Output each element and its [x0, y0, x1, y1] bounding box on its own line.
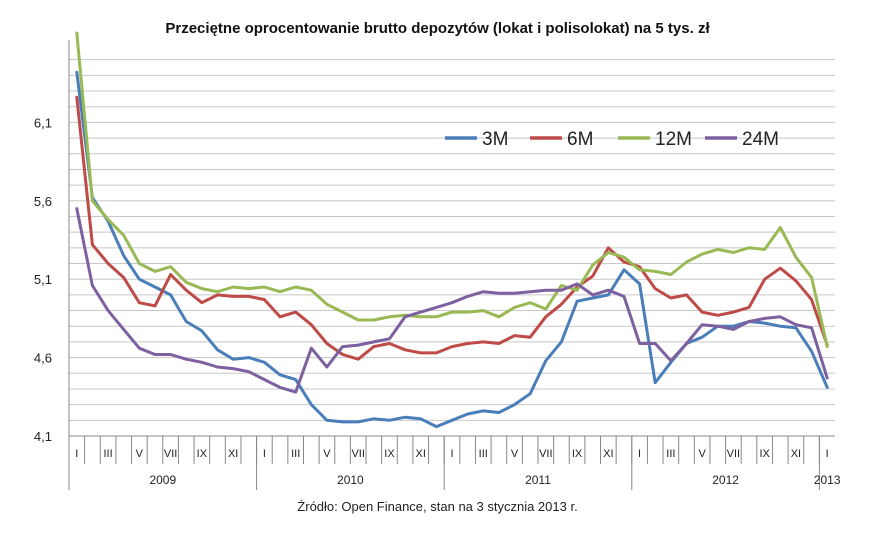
y-tick-label: 5,1 [34, 272, 52, 287]
series-line-6m [75, 95, 829, 361]
x-tick-label: VII [539, 448, 552, 460]
series-line-3m [75, 70, 829, 429]
legend: 3M 6M 12M 24M [445, 129, 779, 150]
x-tick-label: V [511, 448, 519, 460]
chart-source: Źródło: Open Finance, stan na 3 stycznia… [297, 499, 578, 514]
x-tick-label: VII [164, 448, 177, 460]
x-tick-label: I [263, 448, 266, 460]
y-tick-label: 6,1 [34, 115, 52, 130]
x-tick-label: V [323, 448, 331, 460]
x-tick-label: I [450, 448, 453, 460]
legend-label-6m: 6M [567, 129, 593, 150]
grid-lines [69, 59, 835, 421]
series-lines [75, 31, 829, 429]
series-line-24m [75, 207, 829, 394]
x-tick-label: VII [351, 448, 364, 460]
x-tick-label: IX [384, 448, 395, 460]
x-tick-label: IX [197, 448, 208, 460]
x-tick-label: I [75, 448, 78, 460]
x-tick-label: XI [603, 448, 613, 460]
x-tick-label: III [479, 448, 488, 460]
x-tick-label: IX [759, 448, 770, 460]
y-tick-label: 5,6 [34, 194, 52, 209]
x-tick-label: III [291, 448, 300, 460]
year-label: 2009 [149, 473, 176, 487]
y-axis-ticks: 4,1 4,6 5,1 5,6 6,1 [34, 115, 52, 444]
year-label: 2012 [712, 473, 739, 487]
chart-title: Przeciętne oprocentowanie brutto depozyt… [165, 20, 710, 37]
axes [68, 40, 835, 490]
x-tick-label: XI [416, 448, 426, 460]
y-tick-label: 4,1 [34, 429, 52, 444]
year-label: 2013 [814, 473, 841, 487]
x-tick-label: III [666, 448, 675, 460]
x-tick-label: I [826, 448, 829, 460]
year-label: 2011 [525, 473, 551, 487]
x-tick-label: III [103, 448, 112, 460]
x-tick-label: V [698, 448, 706, 460]
x-tick-label: IX [572, 448, 583, 460]
x-tick-label: V [136, 448, 144, 460]
x-tick-label: VII [727, 448, 740, 460]
legend-label-12m: 12M [655, 129, 692, 150]
x-axis-ticks: I III V VII IX XI I III V VII IX XI I III V VII IX XI I III… [75, 448, 841, 487]
y-tick-label: 4,6 [34, 351, 52, 366]
legend-label-24m: 24M [742, 129, 779, 150]
year-label: 2010 [337, 473, 364, 487]
legend-label-3m: 3M [482, 129, 508, 150]
series-line-12m [75, 31, 829, 349]
x-tick-label: XI [791, 448, 801, 460]
x-tick-label: I [638, 448, 641, 460]
x-tick-label: XI [228, 448, 238, 460]
